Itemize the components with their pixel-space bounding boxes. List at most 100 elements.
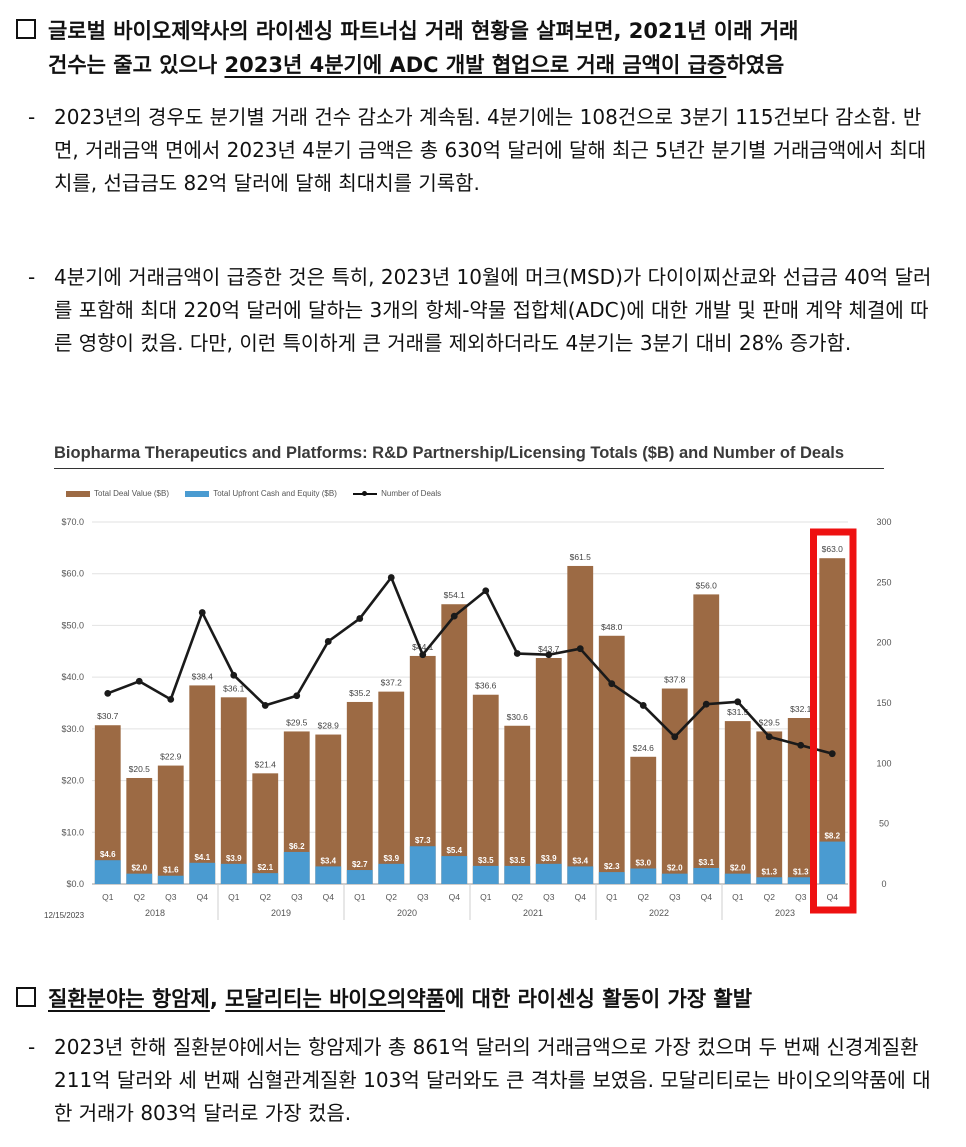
bar-total-value — [661, 688, 688, 884]
deals-point — [167, 695, 175, 703]
bar-upfront-value — [441, 856, 468, 884]
y-left-tick-label: $70.0 — [61, 517, 84, 527]
checkbox-square-icon — [16, 987, 36, 1007]
bar-upfront-label: $3.4 — [572, 856, 588, 865]
x-tick-label: Q4 — [827, 892, 839, 902]
x-tick-label: Q3 — [795, 892, 807, 902]
bar-total-value — [346, 701, 373, 884]
deals-point — [261, 702, 269, 709]
x-tick-label: Q3 — [165, 892, 177, 902]
bar-total-value — [693, 594, 720, 884]
deals-point — [797, 741, 805, 749]
bar-total-label: $31.5 — [727, 707, 749, 717]
legend-label-total: Total Deal Value ($B) — [94, 489, 169, 498]
x-tick-label: Q2 — [764, 892, 776, 902]
bar-upfront-label: $4.1 — [194, 853, 210, 862]
bullet-text: 2023년의 경우도 분기별 거래 건수 감소가 계속됨. 4분기에는 108건… — [54, 105, 927, 195]
y-left-tick-label: $50.0 — [61, 620, 84, 630]
bar-total-value — [378, 691, 405, 884]
bullet-paragraph: - 4분기에 거래금액이 급증한 것은 특히, 2023년 10월에 머크(MS… — [28, 261, 943, 360]
bar-upfront-label: $1.3 — [793, 867, 809, 876]
legend-item-deals: Number of Deals — [353, 489, 441, 498]
bar-upfront-value — [409, 846, 436, 884]
bullet-paragraph: - 2023년 한해 질환분야에서는 항암제가 총 861억 달러의 거래금액으… — [28, 1031, 943, 1130]
bar-total-label: $36.6 — [475, 681, 497, 691]
legend-label-deals: Number of Deals — [381, 489, 442, 498]
deals-point — [734, 698, 742, 706]
heading-1-plain: 건수는 줄고 있으나 — [48, 53, 225, 77]
bar-total-label: $28.9 — [318, 721, 340, 731]
bar-upfront-value — [630, 868, 657, 884]
y-right-tick-label: 100 — [876, 758, 891, 768]
bullet-dash: - — [28, 1035, 36, 1059]
bar-upfront-label: $3.9 — [541, 854, 557, 863]
bar-total-value — [189, 685, 216, 884]
bar-total-label: $63.0 — [822, 544, 844, 554]
bar-upfront-value — [567, 866, 594, 884]
heading-1-line-1: 글로벌 바이오제약사의 라이센싱 파트너십 거래 현황을 살펴보면, 2021년… — [48, 19, 799, 43]
bar-upfront-value — [157, 875, 184, 884]
year-label: 2019 — [271, 908, 291, 918]
deals-point — [419, 651, 427, 659]
year-label: 2023 — [775, 908, 795, 918]
bar-total-value — [819, 558, 846, 884]
x-tick-label: Q1 — [228, 892, 240, 902]
y-left-tick-label: $10.0 — [61, 827, 84, 837]
bar-total-label: $35.2 — [349, 688, 371, 698]
bar-total-value — [756, 731, 783, 884]
bar-upfront-label: $4.6 — [100, 850, 116, 859]
bar-total-value — [630, 756, 657, 884]
x-tick-label: Q2 — [260, 892, 272, 902]
y-right-tick-label: 300 — [876, 517, 891, 527]
bar-upfront-label: $3.1 — [698, 858, 714, 867]
bar-total-value — [252, 773, 279, 884]
x-tick-label: Q1 — [732, 892, 744, 902]
bar-total-value — [315, 734, 342, 884]
bar-upfront-label: $8.2 — [824, 832, 840, 841]
bullet-text: 4분기에 거래금액이 급증한 것은 특히, 2023년 10월에 머크(MSD)… — [54, 265, 932, 355]
bar-total-value — [472, 694, 499, 884]
bar-upfront-label: $1.6 — [163, 866, 179, 875]
deals-point — [608, 680, 616, 688]
heading-2-underlined-1: 질환분야는 항암제 — [48, 987, 210, 1011]
bar-upfront-value — [504, 865, 531, 884]
deals-point — [324, 638, 332, 645]
x-tick-label: Q3 — [291, 892, 303, 902]
bar-total-label: $24.6 — [633, 743, 655, 753]
bullet-dash: - — [28, 265, 36, 289]
heading-1-line-2: 건수는 줄고 있으나 2023년 4분기에 ADC 개발 협업으로 거래 금액이… — [16, 48, 946, 82]
chart-title-rule — [54, 468, 884, 469]
bar-total-label: $36.1 — [223, 683, 245, 693]
deals-chart: Biopharma Therapeutics and Platforms: R&… — [40, 436, 900, 936]
bar-upfront-value — [535, 863, 562, 884]
bar-total-label: $54.1 — [444, 590, 466, 600]
bar-upfront-value — [472, 865, 499, 884]
bar-upfront-value — [819, 841, 846, 884]
bar-total-label: $29.5 — [759, 717, 781, 727]
legend-item-total: Total Deal Value ($B) — [66, 489, 169, 498]
bar-total-value — [220, 697, 247, 884]
y-left-tick-label: $30.0 — [61, 724, 84, 734]
bar-upfront-value — [94, 860, 121, 884]
deals-point — [828, 750, 836, 758]
deals-point — [513, 650, 521, 657]
x-tick-label: Q2 — [134, 892, 146, 902]
heading-2-tail: 에 대한 라이센싱 활동이 가장 활발 — [445, 987, 753, 1011]
bar-upfront-label: $2.0 — [667, 864, 683, 873]
bar-total-label: $30.7 — [97, 711, 119, 721]
deals-point — [671, 733, 679, 741]
heading-1-tail: 하였음 — [726, 53, 785, 77]
bar-upfront-label: $2.3 — [604, 862, 620, 871]
bar-upfront-label: $7.3 — [415, 836, 431, 845]
deals-point — [545, 651, 553, 659]
deals-point — [702, 700, 710, 708]
y-left-tick-label: $60.0 — [61, 569, 84, 579]
legend-item-upfront: Total Upfront Cash and Equity ($B) — [185, 489, 337, 498]
x-tick-label: Q3 — [669, 892, 681, 902]
bar-upfront-value — [724, 873, 751, 884]
chart-legend: Total Deal Value ($B) Total Upfront Cash… — [66, 489, 455, 498]
bar-total-label: $37.2 — [381, 678, 403, 688]
y-right-tick-label: 200 — [876, 638, 891, 648]
deals-point — [135, 677, 143, 685]
y-left-tick-label: $20.0 — [61, 776, 84, 786]
